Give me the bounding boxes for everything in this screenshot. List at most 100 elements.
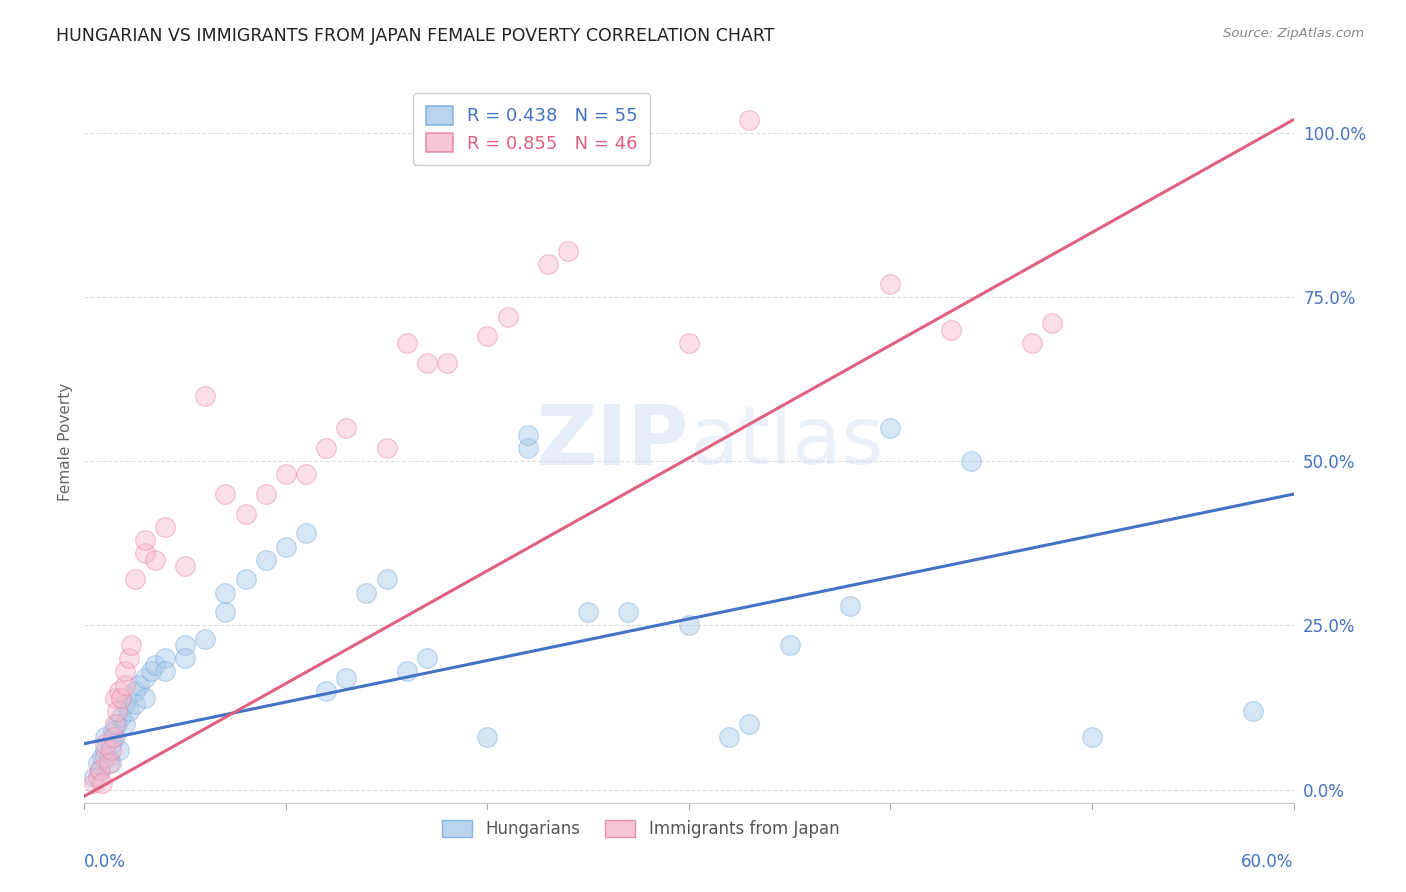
Point xyxy=(89,763,111,777)
Point xyxy=(477,730,499,744)
Point xyxy=(375,573,398,587)
Point xyxy=(93,749,115,764)
Point xyxy=(93,730,115,744)
Point xyxy=(128,677,150,691)
Point xyxy=(124,573,146,587)
Text: 0.0%: 0.0% xyxy=(84,854,127,871)
Point xyxy=(1040,316,1063,330)
Point xyxy=(235,573,257,587)
Point xyxy=(274,540,297,554)
Point xyxy=(100,737,122,751)
Point xyxy=(114,698,136,712)
Text: Source: ZipAtlas.com: Source: ZipAtlas.com xyxy=(1223,27,1364,40)
Point xyxy=(274,467,297,482)
Point xyxy=(174,638,197,652)
Point xyxy=(235,507,257,521)
Point xyxy=(879,421,901,435)
Point xyxy=(105,704,128,718)
Point xyxy=(375,441,398,455)
Point xyxy=(174,651,197,665)
Text: HUNGARIAN VS IMMIGRANTS FROM JAPAN FEMALE POVERTY CORRELATION CHART: HUNGARIAN VS IMMIGRANTS FROM JAPAN FEMAL… xyxy=(56,27,775,45)
Point xyxy=(254,487,277,501)
Point xyxy=(496,310,519,324)
Point xyxy=(576,605,599,619)
Point xyxy=(214,487,236,501)
Point xyxy=(104,730,127,744)
Point xyxy=(110,690,132,705)
Point xyxy=(101,730,124,744)
Point xyxy=(678,618,700,632)
Point xyxy=(153,520,176,534)
Point xyxy=(114,665,136,679)
Point xyxy=(356,585,378,599)
Point xyxy=(124,684,146,698)
Point xyxy=(114,717,136,731)
Point xyxy=(335,671,357,685)
Point xyxy=(91,776,114,790)
Point xyxy=(395,665,418,679)
Point xyxy=(105,717,128,731)
Point xyxy=(617,605,640,619)
Point xyxy=(107,684,129,698)
Point xyxy=(93,743,115,757)
Point xyxy=(114,677,136,691)
Point xyxy=(718,730,741,744)
Point xyxy=(104,690,127,705)
Point xyxy=(110,710,132,724)
Point xyxy=(1241,704,1264,718)
Point xyxy=(124,698,146,712)
Point xyxy=(194,388,217,402)
Point xyxy=(516,441,538,455)
Point xyxy=(295,526,318,541)
Point xyxy=(516,428,538,442)
Point xyxy=(134,690,156,705)
Point xyxy=(153,651,176,665)
Point xyxy=(134,533,156,547)
Point xyxy=(416,356,439,370)
Point xyxy=(101,723,124,738)
Point xyxy=(134,546,156,560)
Point xyxy=(83,776,105,790)
Point xyxy=(839,599,862,613)
Point xyxy=(960,454,983,468)
Point xyxy=(315,684,337,698)
Point xyxy=(143,553,166,567)
Point xyxy=(139,665,162,679)
Point xyxy=(89,763,111,777)
Point xyxy=(174,559,197,574)
Point xyxy=(738,717,761,731)
Point xyxy=(678,336,700,351)
Point xyxy=(143,657,166,672)
Point xyxy=(91,749,114,764)
Point xyxy=(537,257,560,271)
Point xyxy=(214,585,236,599)
Point xyxy=(315,441,337,455)
Text: atlas: atlas xyxy=(689,402,883,481)
Y-axis label: Female Poverty: Female Poverty xyxy=(58,383,73,500)
Point xyxy=(879,277,901,291)
Point xyxy=(120,638,142,652)
Point xyxy=(436,356,458,370)
Point xyxy=(97,756,120,771)
Point xyxy=(738,112,761,127)
Point xyxy=(93,737,115,751)
Point xyxy=(295,467,318,482)
Point xyxy=(87,770,110,784)
Point xyxy=(395,336,418,351)
Point xyxy=(107,743,129,757)
Point xyxy=(477,329,499,343)
Point xyxy=(118,704,141,718)
Point xyxy=(214,605,236,619)
Point xyxy=(335,421,357,435)
Point xyxy=(97,749,120,764)
Point xyxy=(416,651,439,665)
Point xyxy=(779,638,801,652)
Point xyxy=(1081,730,1104,744)
Point xyxy=(1021,336,1043,351)
Point xyxy=(104,717,127,731)
Legend: Hungarians, Immigrants from Japan: Hungarians, Immigrants from Japan xyxy=(436,814,846,845)
Point xyxy=(118,651,141,665)
Point xyxy=(83,770,105,784)
Point xyxy=(194,632,217,646)
Point xyxy=(939,323,962,337)
